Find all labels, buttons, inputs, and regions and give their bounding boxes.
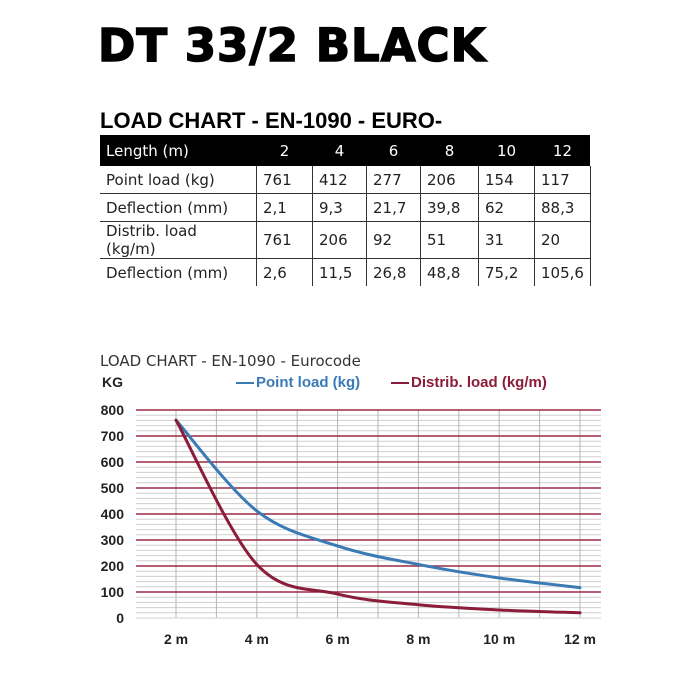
- cell: 26,8: [366, 258, 421, 286]
- table-row: Deflection (mm) 2,1 9,3 21,7 39,8 62 88,…: [100, 193, 591, 222]
- row-label: Distrib. load (kg/m): [100, 221, 257, 259]
- load-chart-subtitle: LOAD CHART - EN-1090 - EURO-: [100, 108, 443, 133]
- svg-text:6 m: 6 m: [326, 631, 350, 647]
- svg-text:10 m: 10 m: [483, 631, 515, 647]
- cell: 92: [366, 221, 421, 259]
- header-length: 8: [420, 135, 479, 166]
- row-label: Deflection (mm): [100, 193, 257, 222]
- header-length: 12: [534, 135, 591, 166]
- cell: 39,8: [420, 193, 479, 222]
- cell: 31: [478, 221, 535, 259]
- point-load-line: [174, 418, 582, 590]
- x-axis-ticks: 2 m 4 m 6 m 8 m 10 m 12 m: [164, 631, 596, 647]
- distrib-load-line: [174, 418, 582, 615]
- cell: 2,1: [256, 193, 313, 222]
- cell: 154: [478, 166, 535, 194]
- cell: 277: [366, 166, 421, 194]
- svg-text:700: 700: [101, 428, 125, 444]
- row-label: Point load (kg): [100, 166, 257, 194]
- svg-text:100: 100: [101, 584, 125, 600]
- svg-text:600: 600: [101, 454, 125, 470]
- svg-text:800: 800: [101, 402, 125, 418]
- svg-text:400: 400: [101, 506, 125, 522]
- cell: 62: [478, 193, 535, 222]
- cell: 105,6: [534, 258, 591, 286]
- header-length: 6: [366, 135, 421, 166]
- cell: 2,6: [256, 258, 313, 286]
- header-length: 2: [256, 135, 313, 166]
- svg-text:500: 500: [101, 480, 125, 496]
- cell: 761: [256, 166, 313, 194]
- svg-text:2 m: 2 m: [164, 631, 188, 647]
- table-row: Point load (kg) 761 412 277 206 154 117: [100, 166, 591, 194]
- y-axis-label: KG: [102, 374, 123, 390]
- legend-item-point-load: Point load (kg): [236, 374, 360, 391]
- row-label: Deflection (mm): [100, 258, 257, 286]
- svg-text:200: 200: [101, 558, 125, 574]
- cell: 21,7: [366, 193, 421, 222]
- cell: 412: [312, 166, 367, 194]
- cell: 48,8: [420, 258, 479, 286]
- svg-text:4 m: 4 m: [245, 631, 269, 647]
- table-row: Deflection (mm) 2,6 11,5 26,8 48,8 75,2 …: [100, 258, 591, 286]
- y-axis-ticks: 0 100 200 300 400 500 600 700 800: [101, 402, 125, 626]
- cell: 11,5: [312, 258, 367, 286]
- svg-text:8 m: 8 m: [406, 631, 430, 647]
- cell: 206: [420, 166, 479, 194]
- legend-label: Point load (kg): [256, 374, 361, 391]
- minor-gridlines: [136, 414, 601, 614]
- cell: 75,2: [478, 258, 535, 286]
- chart-title: LOAD CHART - EN-1090 - Eurocode: [100, 352, 361, 370]
- product-title: DT 33/2 BLACK: [97, 19, 487, 73]
- cell: 761: [256, 221, 313, 259]
- header-length: 4: [312, 135, 367, 166]
- load-table: Length (m) 2 4 6 8 10 12 Point load (kg)…: [100, 135, 591, 286]
- table-row: Distrib. load (kg/m) 761 206 92 51 31 20: [100, 221, 591, 259]
- legend-label: Distrib. load (kg/m): [411, 374, 547, 391]
- cell: 51: [420, 221, 479, 259]
- svg-text:0: 0: [116, 610, 124, 626]
- legend-line-icon: [391, 382, 409, 385]
- header-label: Length (m): [100, 135, 257, 166]
- major-gridlines: [136, 409, 601, 619]
- cell: 9,3: [312, 193, 367, 222]
- cell: 117: [534, 166, 591, 194]
- svg-text:300: 300: [101, 532, 125, 548]
- cell: 206: [312, 221, 367, 259]
- svg-text:12 m: 12 m: [564, 631, 596, 647]
- cell: 20: [534, 221, 591, 259]
- cell: 88,3: [534, 193, 591, 222]
- legend-item-distrib-load: Distrib. load (kg/m): [391, 374, 547, 391]
- table-header-row: Length (m) 2 4 6 8 10 12: [100, 135, 591, 166]
- legend-line-icon: [236, 382, 254, 385]
- header-length: 10: [478, 135, 535, 166]
